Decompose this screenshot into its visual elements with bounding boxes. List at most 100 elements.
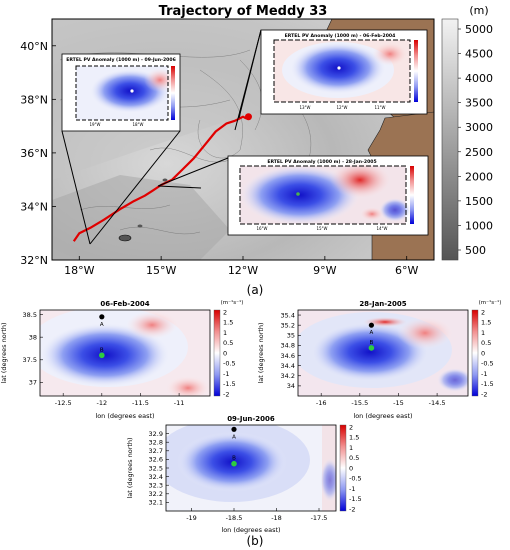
inset-connectors xyxy=(61,29,262,245)
cbar-tick-label: -1.5 xyxy=(349,495,362,503)
xtick-label: -15 xyxy=(393,399,404,407)
ytick-label: 38 xyxy=(29,333,37,341)
depth-tick-label: 4000 xyxy=(465,72,493,85)
cbar-tick-label: 0 xyxy=(481,349,485,357)
xtick-label: -15.5 xyxy=(351,399,368,407)
depth-tick-label: 3000 xyxy=(465,121,493,134)
xtick-label: -18 xyxy=(271,514,282,522)
xtick-label: -16 xyxy=(316,399,327,407)
pv-map-2005-ylabel: lat (degrees north) xyxy=(257,322,265,383)
cbar-tick-label: -1 xyxy=(481,370,487,378)
depth-tick-label: 3500 xyxy=(465,97,493,110)
cbar-tick-label: 0.5 xyxy=(223,339,233,347)
point-b-label: B xyxy=(100,347,104,353)
cbar-tick-label: -0.5 xyxy=(481,360,494,368)
xtick-label: -19 xyxy=(186,514,197,522)
depth-tick-label: 2000 xyxy=(465,170,493,183)
depth-colorbar: (m) 5000 4500 4000 3500 3000 2500 2000 1500 1000… xyxy=(441,4,493,261)
point-a-marker xyxy=(368,322,375,328)
ytick-label: 32.3 xyxy=(149,482,163,490)
point-a-label: A xyxy=(100,322,104,328)
xtick-label: -14.5 xyxy=(429,399,446,407)
xtick-label: -11.5 xyxy=(132,399,149,407)
pv-map-2005: 28-Jan-2005 -16 -15.5 -15 -14.5 34 34.2 34.4 34… xyxy=(257,299,501,420)
meddy-trajectory xyxy=(72,113,252,242)
pv-map-2005-cbar-unit: (m⁻¹s⁻¹) xyxy=(479,299,502,306)
xtick-label: -12.5 xyxy=(55,399,72,407)
pv-map-2006-xlabel: lon (degrees east) xyxy=(221,526,280,534)
point-b-label: B xyxy=(232,456,236,462)
depth-tick-label: 1500 xyxy=(465,195,493,208)
inset-2006-xtick: 19°W xyxy=(89,122,100,127)
pv-map-2006-ylabel: lat (degrees north) xyxy=(126,437,134,498)
cbar-tick-label: -1 xyxy=(349,485,355,493)
ytick-label: 32.1 xyxy=(149,499,163,507)
ytick-label: 38.5 xyxy=(23,311,37,319)
cbar-tick-label: -2 xyxy=(223,390,229,398)
inset-2005-xtick: 14°W xyxy=(376,226,387,231)
panel-label-a: (a) xyxy=(247,283,264,297)
cbar-tick-label: -2 xyxy=(481,390,487,398)
inset-2005-xtick: 16°W xyxy=(256,226,267,231)
point-b-label: B xyxy=(370,340,374,346)
ytick-label: 35 xyxy=(287,332,295,340)
xtick-label: -17.5 xyxy=(311,514,328,522)
cbar-tick-label: 1.5 xyxy=(481,319,491,327)
ytick-label: 34.6 xyxy=(281,352,295,360)
cbar-tick-label: -0.5 xyxy=(349,475,362,483)
inset-2005: ERTEL PV Anomaly (1000 m) - 28-Jan-2005 … xyxy=(227,155,429,236)
ytick-label: 32.7 xyxy=(149,447,163,455)
cbar-tick-label: -1 xyxy=(223,370,229,378)
xtick-label: -11 xyxy=(174,399,185,407)
point-a-label: A xyxy=(370,330,374,336)
cbar-tick-label: 1 xyxy=(349,444,353,452)
point-a-marker xyxy=(231,426,237,432)
inset-2004-xtick: 11°W xyxy=(374,105,385,110)
ytick-label: 37 xyxy=(29,379,37,387)
cbar-tick-label: 2 xyxy=(349,423,353,431)
cbar-tick-label: -1.5 xyxy=(481,380,494,388)
cbar-tick-label: -0.5 xyxy=(223,360,236,368)
inset-2004-xtick: 12°W xyxy=(336,105,347,110)
ytick-label: 35.2 xyxy=(281,321,295,329)
depth-colorbar-title: (m) xyxy=(469,4,488,17)
depth-tick-label: 500 xyxy=(465,244,486,257)
pv-map-2005-xlabel: lon (degrees east) xyxy=(353,412,412,420)
depth-tick-label: 2500 xyxy=(465,146,493,159)
map-xtick-label: 9°W xyxy=(313,264,336,277)
inset-2004-title: ERTEL PV Anomaly (1000 m) - 06-Feb-2004 xyxy=(285,33,396,39)
ytick-label: 34 xyxy=(287,382,295,390)
inset-2005-title: ERTEL PV Anomaly (1000 m) - 28-Jan-2005 xyxy=(267,159,376,165)
cbar-tick-label: 0.5 xyxy=(349,454,359,462)
ytick-label: 34.2 xyxy=(281,372,295,380)
cbar-tick-label: -1.5 xyxy=(223,380,236,388)
ytick-label: 32.8 xyxy=(149,439,163,447)
point-b-marker xyxy=(231,460,237,467)
cbar-tick-label: 1.5 xyxy=(349,434,359,442)
ytick-label: 32.4 xyxy=(149,473,163,481)
cbar-tick-label: -2 xyxy=(349,505,355,513)
ytick-label: 32.5 xyxy=(149,464,163,472)
ytick-label: 35.4 xyxy=(281,311,295,319)
map-ytick-label: 36°N xyxy=(20,147,48,160)
map-xtick-label: 18°W xyxy=(64,264,94,277)
point-a-marker xyxy=(99,314,105,320)
depth-tick-label: 1000 xyxy=(465,219,493,232)
inset-2004-xtick: 13°W xyxy=(299,105,310,110)
inset-2006-title: ERTEL PV Anomaly (1000 m) - 09-Jun-2006 xyxy=(66,57,176,63)
map-ytick-label: 38°N xyxy=(20,93,48,106)
cbar-tick-label: 1.5 xyxy=(223,319,233,327)
panel-label-b: (b) xyxy=(247,534,264,548)
xtick-label: -18.5 xyxy=(226,514,243,522)
ytick-label: 32.2 xyxy=(149,490,163,498)
inset-2004: ERTEL PV Anomaly (1000 m) - 06-Feb-2004 … xyxy=(260,29,428,115)
ytick-label: 37.5 xyxy=(23,356,37,364)
map-ytick-label: 40°N xyxy=(20,40,48,53)
point-b-marker xyxy=(368,345,375,351)
map-xtick-label: 6°W xyxy=(395,264,418,277)
cbar-tick-label: 0.5 xyxy=(481,339,491,347)
cbar-tick-label: 0 xyxy=(349,464,353,472)
pv-map-2006: 09-Jun-2006 -19 -18.5 -18 -17.5 32.132.232.3… xyxy=(126,415,362,534)
map-xtick-label: 12°W xyxy=(228,264,258,277)
